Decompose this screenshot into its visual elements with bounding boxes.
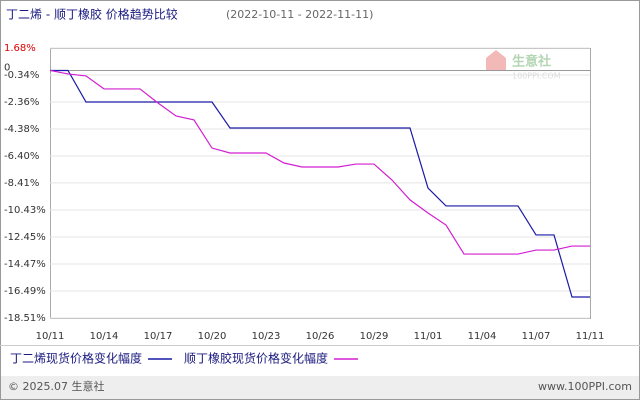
x-tick-label: 10/29 [360,331,389,342]
legend-label: 丁二烯现货价格变化幅度 [10,351,142,366]
legend-label: 顺丁橡胶现货价格变化幅度 [184,351,328,366]
footer-left: © 2025.07 生意社 [8,379,104,393]
y-tick-label: -12.45% [4,232,46,243]
y-tick-label: -16.49% [4,286,46,297]
y-tick-label: -18.51% [4,313,46,324]
x-tick-label: 10/23 [252,331,281,342]
series-line [50,69,590,298]
y-tick-label: -0.34% [4,70,39,81]
x-tick-label: 10/11 [36,331,65,342]
x-tick-label: 10/20 [198,331,227,342]
y-tick-label: 1.68% [4,43,36,54]
y-tick-label: -14.47% [4,259,46,270]
x-tick-label: 10/17 [144,331,173,342]
x-tick-label: 10/14 [90,331,119,342]
y-tick-label: -6.40% [4,151,39,162]
zero-label: 0 [4,62,10,73]
footer-right: www.100PPI.com [538,380,632,393]
x-tick-label: 11/11 [576,331,605,342]
watermark-icon [486,50,506,70]
y-tick-label: -4.38% [4,124,39,135]
x-tick-label: 10/26 [306,331,335,342]
x-tick-label: 11/04 [468,331,497,342]
chart-title: 丁二烯 - 顺丁橡胶 价格趋势比较 [6,7,178,22]
chart-subtitle: (2022-10-11 - 2022-11-11) [226,8,373,21]
x-tick-label: 11/07 [522,331,551,342]
watermark: 生意社 100PPI.COM [486,50,561,81]
x-tick-label: 11/01 [414,331,443,342]
y-tick-label: -8.41% [4,178,39,189]
y-tick-label: -10.43% [4,205,46,216]
watermark-brand: 生意社 [512,54,551,70]
watermark-site: 100PPI.COM [512,72,561,81]
footer-bar [1,376,639,399]
y-tick-label: -2.36% [4,97,39,108]
series-line [49,69,590,255]
